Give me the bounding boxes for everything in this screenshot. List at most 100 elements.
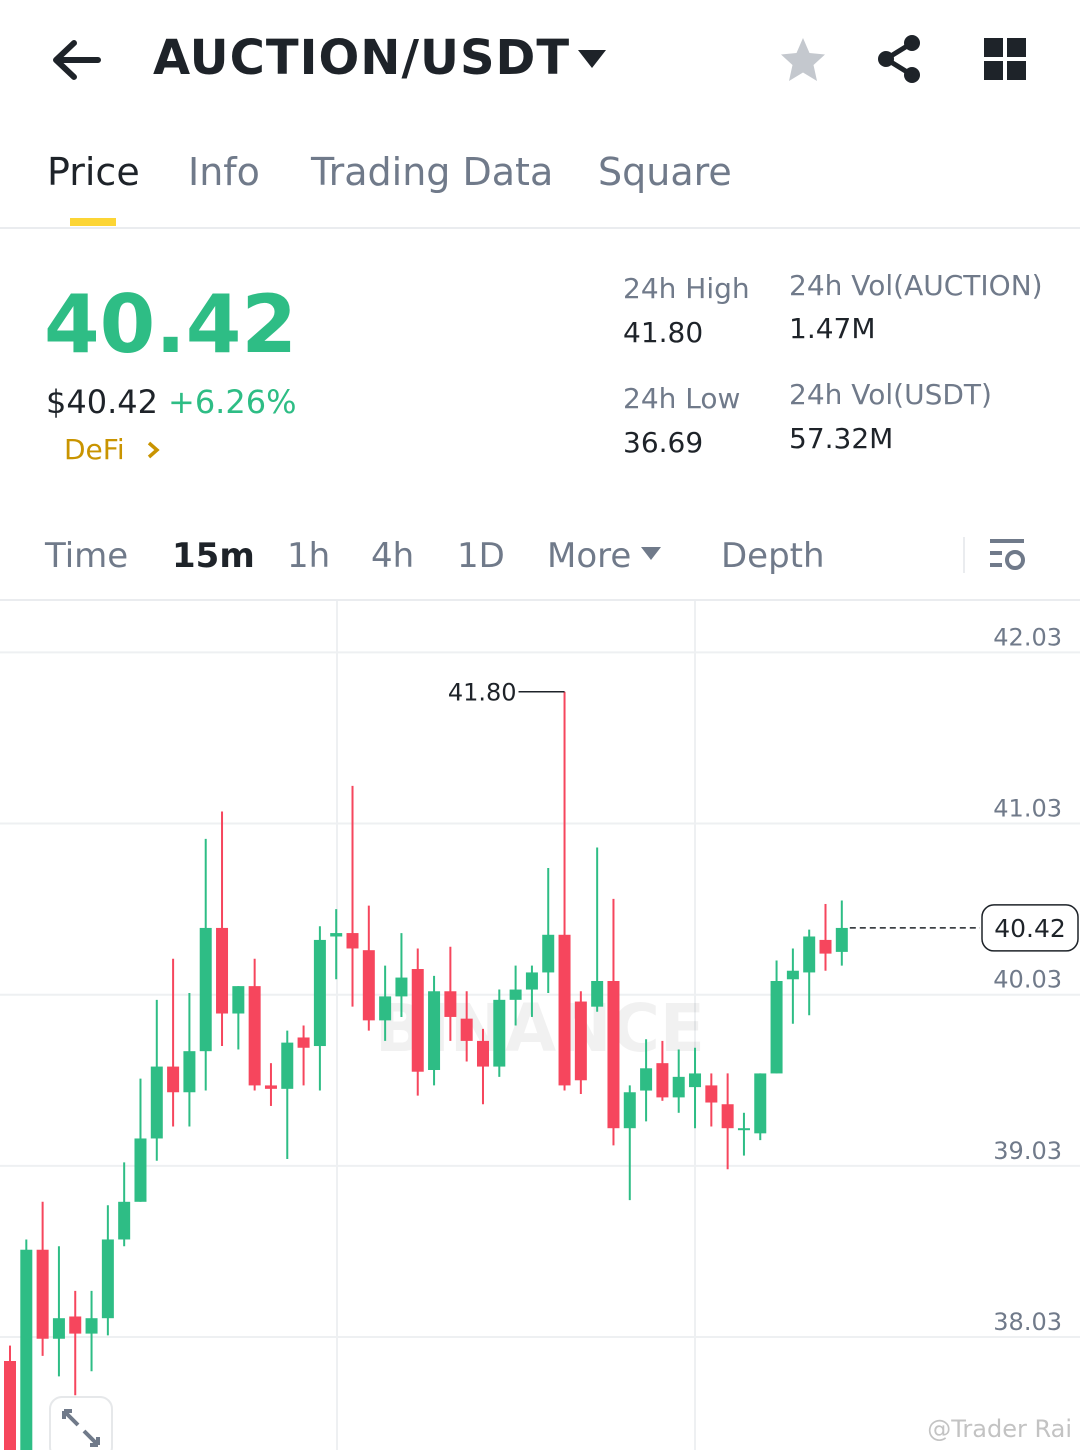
stat-value: 36.69 <box>623 426 704 459</box>
expand-icon <box>62 1409 100 1447</box>
pair-dropdown[interactable] <box>576 48 608 72</box>
candle-body <box>428 991 441 1071</box>
layout-button[interactable] <box>984 38 1028 82</box>
candle-body <box>737 1128 750 1131</box>
share-button[interactable] <box>874 34 924 84</box>
stat-label: 24h Low <box>623 382 741 415</box>
candle-body <box>199 927 212 1052</box>
y-tick-label: 39.03 <box>993 1137 1062 1165</box>
y-tick-label: 38.03 <box>993 1308 1062 1336</box>
candle-body <box>835 927 848 952</box>
candle-body <box>411 969 424 1072</box>
stat-value: 57.32M <box>789 422 894 455</box>
tab-indicator <box>70 218 116 226</box>
candle-body <box>509 989 522 1000</box>
candle-body <box>460 1018 473 1041</box>
candle-body <box>281 1042 294 1089</box>
candle-body <box>330 933 343 937</box>
candle-body <box>656 1063 669 1098</box>
candle-body <box>574 1001 587 1081</box>
favorite-star[interactable] <box>778 36 828 86</box>
candle-body <box>297 1037 310 1048</box>
candle-body <box>721 1104 734 1129</box>
candle-body <box>672 1076 685 1098</box>
stat-value: 41.80 <box>623 316 704 349</box>
high-marker-label: 41.80 <box>448 679 517 707</box>
candle-body <box>183 1051 196 1093</box>
candle-body <box>264 1085 277 1089</box>
stat-value: 1.47M <box>789 312 876 345</box>
tab[interactable]: Square <box>598 150 732 194</box>
candle-body <box>379 996 392 1021</box>
expand-button[interactable] <box>49 1396 113 1450</box>
candle-body <box>444 991 457 1017</box>
candle-body <box>101 1239 114 1319</box>
candle-body <box>395 977 408 997</box>
candle-body <box>803 936 816 973</box>
candle-body <box>134 1138 147 1202</box>
more-caret <box>641 547 661 560</box>
credit: @Trader Rai <box>927 1415 1072 1443</box>
candle-body <box>558 934 571 1086</box>
chevron <box>147 441 160 459</box>
candle-body <box>150 1066 163 1139</box>
stat-label: 24h High <box>623 272 750 305</box>
candle-body <box>770 980 783 1074</box>
y-tick-label: 40.03 <box>993 966 1062 994</box>
divider <box>0 599 1080 601</box>
candle-body <box>476 1040 489 1067</box>
candle-body <box>819 939 832 954</box>
watermark: BINANCE <box>375 990 705 1067</box>
interval[interactable]: More <box>547 536 632 576</box>
last-price-label: 40.42 <box>994 914 1066 943</box>
stat-label: 24h Vol(USDT) <box>789 378 992 411</box>
back-button[interactable] <box>50 38 102 82</box>
candle-body <box>623 1092 636 1129</box>
candle-body <box>232 986 245 1014</box>
stat-label: 24h Vol(AUCTION) <box>789 269 1043 302</box>
candle-body <box>69 1316 82 1334</box>
candle-body <box>313 939 326 1047</box>
chart-settings[interactable] <box>988 536 1028 574</box>
candlestick-chart: BINANCE @Trader Rai 42.03 41.03 40.03 39.03… <box>0 601 1080 1450</box>
candle-body <box>754 1073 767 1134</box>
interval[interactable]: 4h <box>371 536 415 576</box>
candle-body <box>705 1085 718 1103</box>
usd-price: $40.42 <box>46 383 158 421</box>
last-price-badge <box>981 904 1079 952</box>
last-price: 40.42 <box>44 278 298 371</box>
candle-body <box>786 970 799 980</box>
divider <box>0 227 1080 229</box>
candle-body <box>640 1068 653 1091</box>
interval[interactable]: 1h <box>287 536 331 576</box>
interval[interactable]: 15m <box>172 536 255 576</box>
candle-body <box>52 1318 65 1339</box>
candle-body <box>248 986 261 1086</box>
divider <box>963 537 965 573</box>
tab[interactable]: Trading Data <box>311 150 554 194</box>
candle-body <box>689 1073 702 1088</box>
candle-body <box>4 1360 16 1450</box>
interval[interactable]: Depth <box>721 536 825 576</box>
candle-body <box>346 933 359 949</box>
interval[interactable]: Time <box>45 536 129 576</box>
candle-body <box>362 950 375 1021</box>
candle-body <box>167 1066 180 1093</box>
candle-body <box>36 1249 49 1339</box>
candle-body <box>85 1318 98 1334</box>
candle-body <box>20 1249 33 1450</box>
y-tick-label: 42.03 <box>993 623 1062 651</box>
tab[interactable]: Info <box>188 150 260 194</box>
price-change: +6.26% <box>168 383 297 421</box>
candle-body <box>118 1201 131 1240</box>
pair-title[interactable]: AUCTION/USDT <box>153 30 571 86</box>
interval[interactable]: 1D <box>457 536 505 576</box>
category-tag[interactable]: DeFi <box>64 433 125 466</box>
candle-body <box>525 972 538 990</box>
candle-body <box>216 927 229 1014</box>
y-tick-label: 41.03 <box>993 795 1062 823</box>
candle-body <box>542 934 555 973</box>
tab[interactable]: Price <box>47 150 140 194</box>
candle-body <box>607 980 620 1129</box>
